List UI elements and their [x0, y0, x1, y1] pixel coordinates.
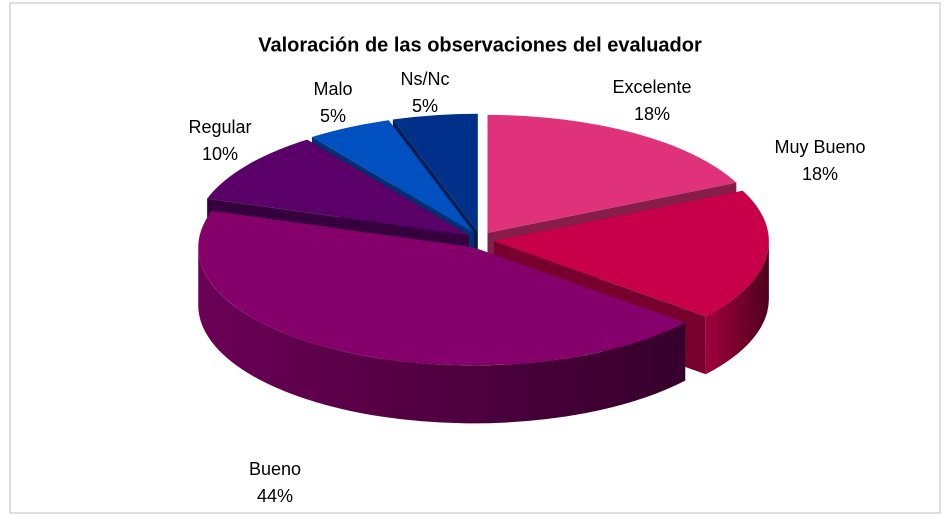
slice-outer-wall — [198, 247, 686, 424]
data-label-value: 5% — [320, 106, 346, 126]
data-label-name: Malo — [313, 79, 352, 99]
slice — [312, 120, 474, 233]
data-label-value: 5% — [412, 96, 438, 116]
data-label-value: 44% — [257, 486, 293, 506]
data-label-value: 10% — [202, 144, 238, 164]
data-label-name: Bueno — [249, 459, 301, 479]
slice — [487, 114, 737, 233]
data-label-name: Excelente — [612, 77, 691, 97]
slice — [493, 190, 769, 317]
slice — [207, 139, 469, 236]
data-label-name: Muy Bueno — [774, 137, 865, 157]
chart-title: Valoración de las observaciones del eval… — [258, 34, 702, 56]
data-label-value: 18% — [802, 164, 838, 184]
slice-outer-wall — [705, 241, 769, 375]
data-label-value: 18% — [634, 104, 670, 124]
tops — [198, 113, 769, 366]
data-label-name: Ns/Nc — [401, 69, 450, 89]
data-label-name: Regular — [188, 117, 251, 137]
slice — [392, 113, 478, 232]
slice — [198, 210, 686, 366]
